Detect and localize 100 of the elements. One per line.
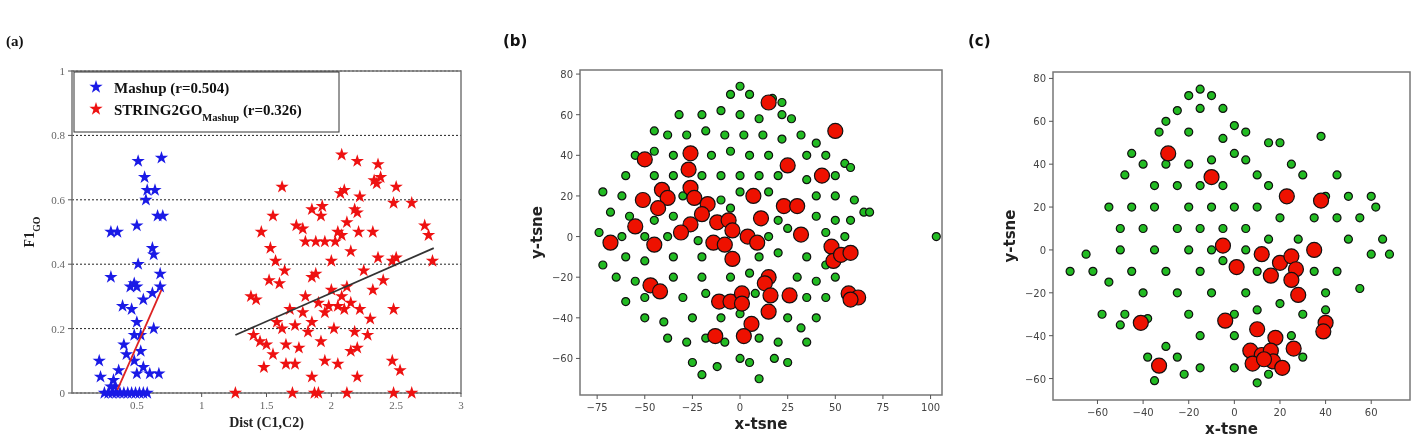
point	[716, 236, 733, 253]
x-tick-label: −50	[634, 402, 656, 413]
point	[646, 236, 663, 253]
point	[1253, 246, 1270, 263]
x-tick-label: 1.5	[259, 399, 274, 411]
point	[680, 161, 697, 178]
x-axis-title: Dist (C1,C2)	[229, 415, 305, 431]
point	[760, 303, 777, 320]
x-tick-label: 25	[781, 402, 795, 413]
point	[124, 302, 139, 315]
point	[139, 192, 153, 206]
x-tick-label: −40	[1132, 407, 1154, 418]
y-axis-title: y-tsne	[1001, 209, 1019, 263]
point	[1132, 314, 1149, 331]
point	[1278, 188, 1295, 205]
point	[1160, 145, 1177, 162]
point	[136, 292, 150, 306]
point	[134, 344, 148, 357]
point	[827, 122, 844, 140]
point	[735, 328, 752, 345]
point	[724, 222, 741, 239]
point	[756, 275, 773, 292]
y-tick-label: 40	[1033, 159, 1046, 171]
x-tick-label: −60	[1086, 407, 1109, 418]
point	[131, 257, 145, 270]
x-tick-label: −75	[586, 402, 608, 413]
y-tick-label: −40	[551, 312, 573, 324]
legend-label: STRING2GO$_{Mashup}$ (r=0.326)	[114, 102, 302, 123]
point	[1217, 312, 1234, 329]
point	[1203, 168, 1220, 186]
y-tick-label: −20	[551, 272, 573, 284]
y-tick-label: −20	[1024, 287, 1046, 299]
point	[707, 328, 724, 345]
y-tick-label: 80	[1033, 73, 1046, 85]
point	[1312, 192, 1330, 209]
x-axis-title: x-tsne	[734, 415, 788, 433]
x-tick-label: 3	[458, 399, 465, 411]
point	[634, 191, 651, 209]
point	[636, 151, 653, 168]
point	[137, 170, 152, 183]
point	[792, 226, 810, 243]
point	[779, 157, 796, 174]
point	[659, 189, 676, 207]
point	[104, 270, 118, 283]
chart-title: (b)	[503, 32, 528, 50]
point	[136, 360, 150, 373]
x-tick-label: −25	[681, 402, 703, 413]
point	[112, 363, 126, 377]
y-axis-title: y-tsne	[528, 206, 546, 259]
y-tick-label: 1	[59, 65, 65, 77]
point	[93, 369, 108, 383]
y-tick-label: 40	[560, 150, 573, 162]
point	[842, 244, 859, 261]
point	[651, 283, 669, 300]
point	[1315, 323, 1332, 340]
y-tick-label: 0	[566, 231, 573, 243]
point	[140, 386, 154, 399]
point	[130, 315, 144, 328]
point	[153, 266, 167, 280]
point	[1214, 237, 1232, 254]
x-tick-label: 0.5	[129, 399, 145, 411]
point	[749, 234, 766, 251]
point	[1283, 248, 1300, 265]
point	[104, 379, 118, 393]
point	[762, 287, 779, 304]
point	[789, 198, 806, 215]
point	[1255, 351, 1273, 368]
y-tick-label: 20	[560, 190, 573, 202]
point	[1249, 321, 1266, 338]
point	[1274, 359, 1291, 376]
point	[1290, 286, 1307, 304]
point	[131, 154, 145, 167]
x-tick-label: 20	[1273, 407, 1287, 418]
y-tick-label: 0.4	[51, 258, 66, 271]
point	[115, 299, 130, 312]
point	[627, 218, 644, 235]
point	[145, 286, 160, 299]
point	[733, 295, 751, 312]
point	[745, 187, 762, 205]
y-tick-label: −40	[1024, 330, 1046, 342]
chart-title: (c)	[968, 32, 991, 50]
y-tick-label: 0	[1039, 244, 1046, 256]
point	[1271, 254, 1289, 271]
point	[147, 321, 161, 335]
point	[1267, 329, 1284, 346]
point	[813, 167, 831, 184]
point	[92, 353, 106, 367]
point	[602, 234, 619, 251]
point	[682, 145, 699, 162]
point	[1228, 259, 1245, 276]
x-tick-label: 60	[1364, 407, 1378, 418]
point	[1262, 267, 1279, 284]
point	[672, 224, 690, 241]
x-tick-label: 75	[876, 402, 890, 413]
point	[119, 347, 134, 361]
y-tick-label: 20	[1033, 202, 1046, 214]
chart-title: (a)	[6, 33, 24, 50]
point	[693, 206, 711, 223]
y-tick-label: 80	[560, 69, 573, 81]
point	[686, 189, 703, 207]
